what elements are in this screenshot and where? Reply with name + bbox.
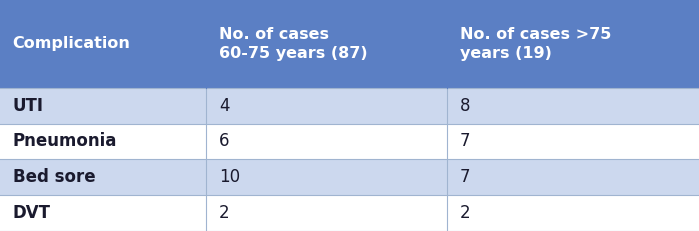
Text: 6: 6 [219,133,229,150]
Bar [0,124,206,159]
Bar [447,124,699,159]
Text: 7: 7 [460,168,470,186]
Text: Complication: Complication [13,36,131,51]
Bar [206,88,447,124]
Bar [0,195,206,231]
Bar [206,195,447,231]
Bar [206,124,447,159]
Bar [0,0,206,88]
Text: 4: 4 [219,97,229,115]
Text: 8: 8 [460,97,470,115]
Text: Bed sore: Bed sore [13,168,95,186]
Text: 7: 7 [460,133,470,150]
Bar [447,0,699,88]
Bar [447,159,699,195]
Bar [206,0,447,88]
Bar [206,159,447,195]
Text: No. of cases >75
years (19): No. of cases >75 years (19) [460,27,612,61]
Text: 10: 10 [219,168,240,186]
Text: No. of cases
60-75 years (87): No. of cases 60-75 years (87) [219,27,368,61]
Text: 2: 2 [219,204,229,222]
Text: UTI: UTI [13,97,43,115]
Bar [447,195,699,231]
Bar [447,88,699,124]
Text: Pneumonia: Pneumonia [13,133,117,150]
Text: 2: 2 [460,204,470,222]
Bar [0,88,206,124]
Text: DVT: DVT [13,204,50,222]
Bar [0,159,206,195]
